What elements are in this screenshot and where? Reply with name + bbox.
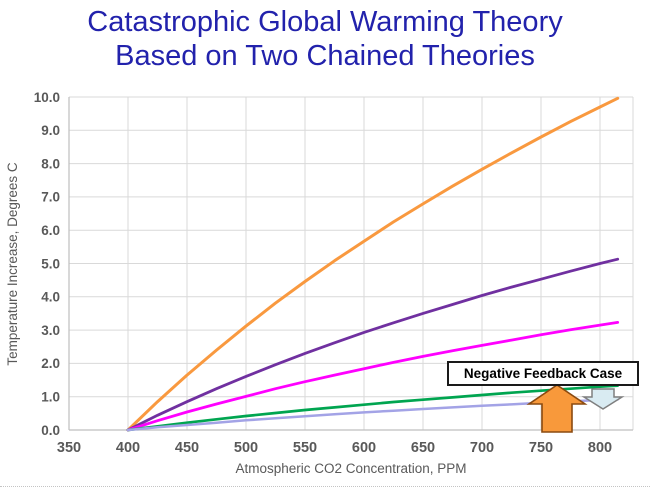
slide-bottom-edge	[0, 486, 650, 487]
x-tick-label: 350	[57, 440, 81, 456]
orange-curve-highest-sensitivity	[126, 96, 620, 432]
purple-curve	[126, 257, 620, 432]
page-title-line2: Based on Two Chained Theories	[115, 40, 535, 72]
page-title-line1: Catastrophic Global Warming Theory	[87, 6, 563, 38]
y-tick-label: 6.0	[41, 223, 60, 238]
x-tick-label: 650	[411, 440, 435, 456]
y-tick-label: 4.0	[41, 290, 60, 305]
x-axis-title: Atmospheric CO2 Concentration, PPM	[235, 461, 466, 476]
y-tick-label: 5.0	[41, 256, 60, 271]
y-tick-label: 2.0	[41, 356, 60, 371]
green-curve-negative-feedback	[126, 384, 620, 432]
x-tick-label: 500	[234, 440, 258, 456]
x-tick-label: 700	[470, 440, 494, 456]
magenta-curve	[126, 320, 620, 432]
x-tick-label: 450	[175, 440, 199, 456]
x-tick-label: 400	[116, 440, 140, 456]
y-tick-label: 10.0	[34, 90, 60, 105]
chart-axis-labels: 350 400 450 500 550 600 650 700 750 800 0.0 1.0 2.0 3…	[5, 90, 612, 476]
page-title: Catastrophic Global Warming Theory Based…	[0, 5, 650, 73]
x-tick-label: 800	[588, 440, 612, 456]
y-tick-label: 3.0	[41, 323, 60, 338]
block-arrow-up-icon	[526, 384, 588, 433]
chart-series	[126, 96, 620, 432]
y-tick-label: 7.0	[41, 190, 60, 205]
x-tick-label: 550	[293, 440, 317, 456]
block-arrow-down-icon	[581, 388, 625, 410]
y-tick-label: 8.0	[41, 156, 60, 171]
negative-feedback-label: Negative Feedback Case	[447, 361, 639, 386]
y-axis-title: Temperature Increase, Degrees C	[5, 162, 20, 366]
y-tick-label: 9.0	[41, 123, 60, 138]
x-tick-label: 600	[352, 440, 376, 456]
y-tick-label: 0.0	[41, 423, 60, 438]
x-tick-label: 750	[529, 440, 553, 456]
y-tick-label: 1.0	[41, 390, 60, 405]
